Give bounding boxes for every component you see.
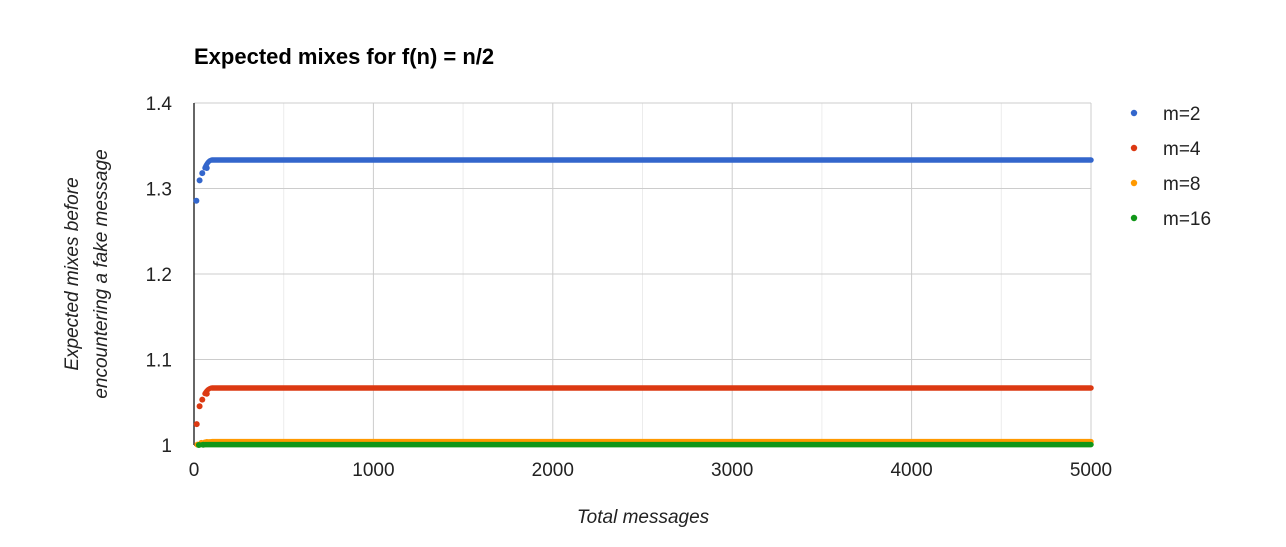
series-layer	[193, 157, 1094, 448]
series-m-2	[193, 157, 1094, 204]
y-tick-label: 1.4	[146, 94, 173, 115]
y-axis-title-line-2: encountering a fake message	[91, 149, 112, 398]
y-tick-label: 1.2	[146, 265, 172, 286]
x-tick-label: 4000	[890, 460, 932, 481]
legend-item: m=16	[1130, 209, 1211, 230]
data-point	[199, 170, 206, 177]
x-axis-title: Total messages	[577, 507, 710, 528]
legend-label: m=16	[1163, 209, 1211, 230]
legend-marker	[1130, 144, 1138, 152]
legend: m=2 m=4 m=8 m=16	[1130, 104, 1211, 230]
y-tick-label: 1.3	[146, 180, 172, 201]
legend-label: m=8	[1163, 174, 1201, 195]
legend-label: m=4	[1163, 139, 1201, 160]
data-point	[195, 442, 202, 448]
data-point	[193, 197, 200, 204]
data-point	[196, 403, 203, 410]
data-point	[200, 441, 207, 448]
data-point	[203, 390, 210, 397]
data-point	[203, 164, 210, 171]
x-tick-label: 5000	[1070, 460, 1112, 481]
x-tick-label: 0	[189, 460, 200, 481]
x-tick-label: 1000	[352, 460, 394, 481]
y-tick-labels: 1 1.1 1.2 1.3 1.4	[146, 94, 173, 457]
x-tick-labels: 0 1000 2000 3000 4000 5000	[189, 460, 1112, 481]
y-tick-label: 1	[161, 436, 172, 457]
series-m-16	[195, 441, 1094, 448]
legend-marker	[1130, 214, 1138, 222]
chart-title: Expected mixes for f(n) = n/2	[194, 44, 494, 69]
y-axis-title-line-1: Expected mixes before	[62, 177, 83, 370]
data-point	[196, 177, 203, 184]
data-point	[199, 396, 206, 403]
data-point	[193, 421, 200, 428]
legend-item: m=4	[1130, 139, 1201, 160]
legend-item: m=2	[1130, 104, 1201, 125]
y-tick-label: 1.1	[146, 351, 172, 372]
series-m-4	[193, 385, 1094, 428]
legend-label: m=2	[1163, 104, 1201, 125]
legend-marker	[1130, 109, 1138, 117]
x-tick-label: 2000	[532, 460, 574, 481]
legend-item: m=8	[1130, 174, 1201, 195]
legend-marker	[1130, 179, 1138, 187]
x-tick-label: 3000	[711, 460, 753, 481]
y-axis-title: Expected mixes before encountering a fak…	[62, 149, 112, 398]
